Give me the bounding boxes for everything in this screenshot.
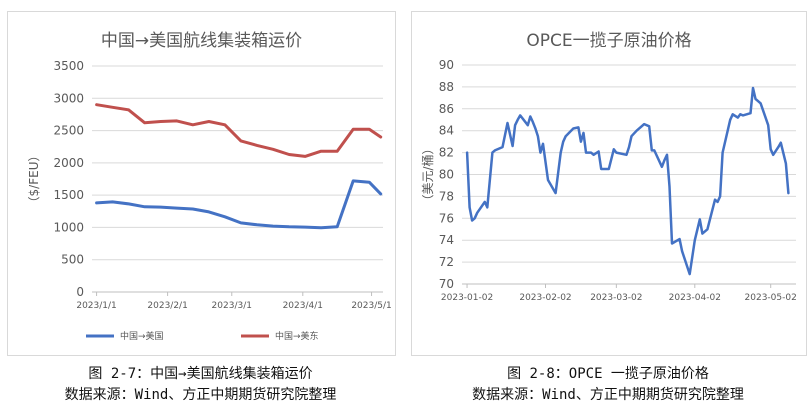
freight-rate-chart: 0 500 1000 1500 2000 2500 3000 3500 2023/1/1 2023…	[27, 59, 392, 342]
x-tick-label: 2023/2/1	[147, 301, 187, 311]
chart-title: OPCE一揽子原油价格	[526, 31, 692, 51]
y-tick-label: 1500	[53, 188, 84, 202]
y-tick-label: 88	[439, 80, 454, 94]
figure-caption-left: 图 2-7：中国→美国航线集装箱运价 数据来源：Wind、方正中期期货研究院整理	[7, 364, 394, 406]
freight-rate-chart-panel: 中国→美国航线集装箱运价 0 500 1000 1500 2000 2500 3000 350…	[7, 11, 396, 356]
legend-label: 中国→美国	[120, 330, 164, 342]
y-tick-label: 0	[76, 285, 84, 299]
y-tick-label: 82	[439, 146, 454, 160]
legend-label: 中国→美东	[275, 330, 319, 342]
x-tick-label: 2023/3/1	[212, 301, 252, 311]
x-tick-label: 2023/5/1	[351, 301, 391, 311]
figure-caption-right: 图 2-8：OPCE 一揽子原油价格 数据来源：Wind、方正中期期货研究院整理	[411, 364, 805, 406]
x-tick-label: 2023-01-02	[441, 293, 493, 303]
y-tick-label: 2000	[53, 156, 84, 170]
series-line	[465, 86, 790, 276]
y-tick-label: 2500	[53, 124, 84, 138]
y-tick-label: 70	[439, 277, 454, 291]
x-tick-label: 2023/1/1	[76, 301, 116, 311]
y-tick-label: 78	[439, 189, 454, 203]
caption-title: 图 2-7：中国→美国航线集装箱运价	[88, 366, 313, 382]
x-tick-label: 2023-03-02	[590, 293, 642, 303]
y-tick-label: 86	[439, 102, 454, 116]
caption-source: 数据来源：Wind、方正中期期货研究院整理	[472, 387, 744, 403]
opec-price-chart: 70 72 74 76 78 80 82 84 86 88 90 2023-01-02 2023-02-…	[420, 58, 797, 303]
y-axis-label: （$/FEU）	[27, 150, 41, 209]
y-tick-label: 80	[439, 168, 454, 182]
opec-price-chart-panel: OPCE一揽子原油价格 70 72 74 76 78 80 82 84 86 88 90 2023-0…	[411, 11, 807, 356]
y-tick-label: 3500	[53, 59, 84, 73]
y-tick-label: 76	[439, 211, 454, 225]
series-line	[95, 103, 383, 158]
caption-title: 图 2-8：OPCE 一揽子原油价格	[507, 366, 709, 382]
y-tick-label: 90	[439, 58, 454, 72]
x-tick-label: 2023-04-02	[669, 293, 721, 303]
y-tick-label: 84	[439, 124, 454, 138]
x-tick-label: 2023-02-02	[519, 293, 571, 303]
y-tick-label: 1000	[53, 220, 84, 234]
y-tick-label: 74	[439, 233, 454, 247]
chart-title: 中国→美国航线集装箱运价	[100, 31, 303, 51]
y-axis-label: （美元/桶）	[420, 142, 435, 206]
y-tick-label: 72	[439, 255, 454, 269]
y-tick-label: 500	[61, 253, 84, 267]
x-tick-label: 2023/4/1	[283, 301, 323, 311]
y-tick-label: 3000	[53, 91, 84, 105]
series-line	[95, 179, 383, 230]
caption-source: 数据来源：Wind、方正中期期货研究院整理	[64, 387, 337, 403]
x-tick-label: 2023-05-02	[745, 293, 797, 303]
